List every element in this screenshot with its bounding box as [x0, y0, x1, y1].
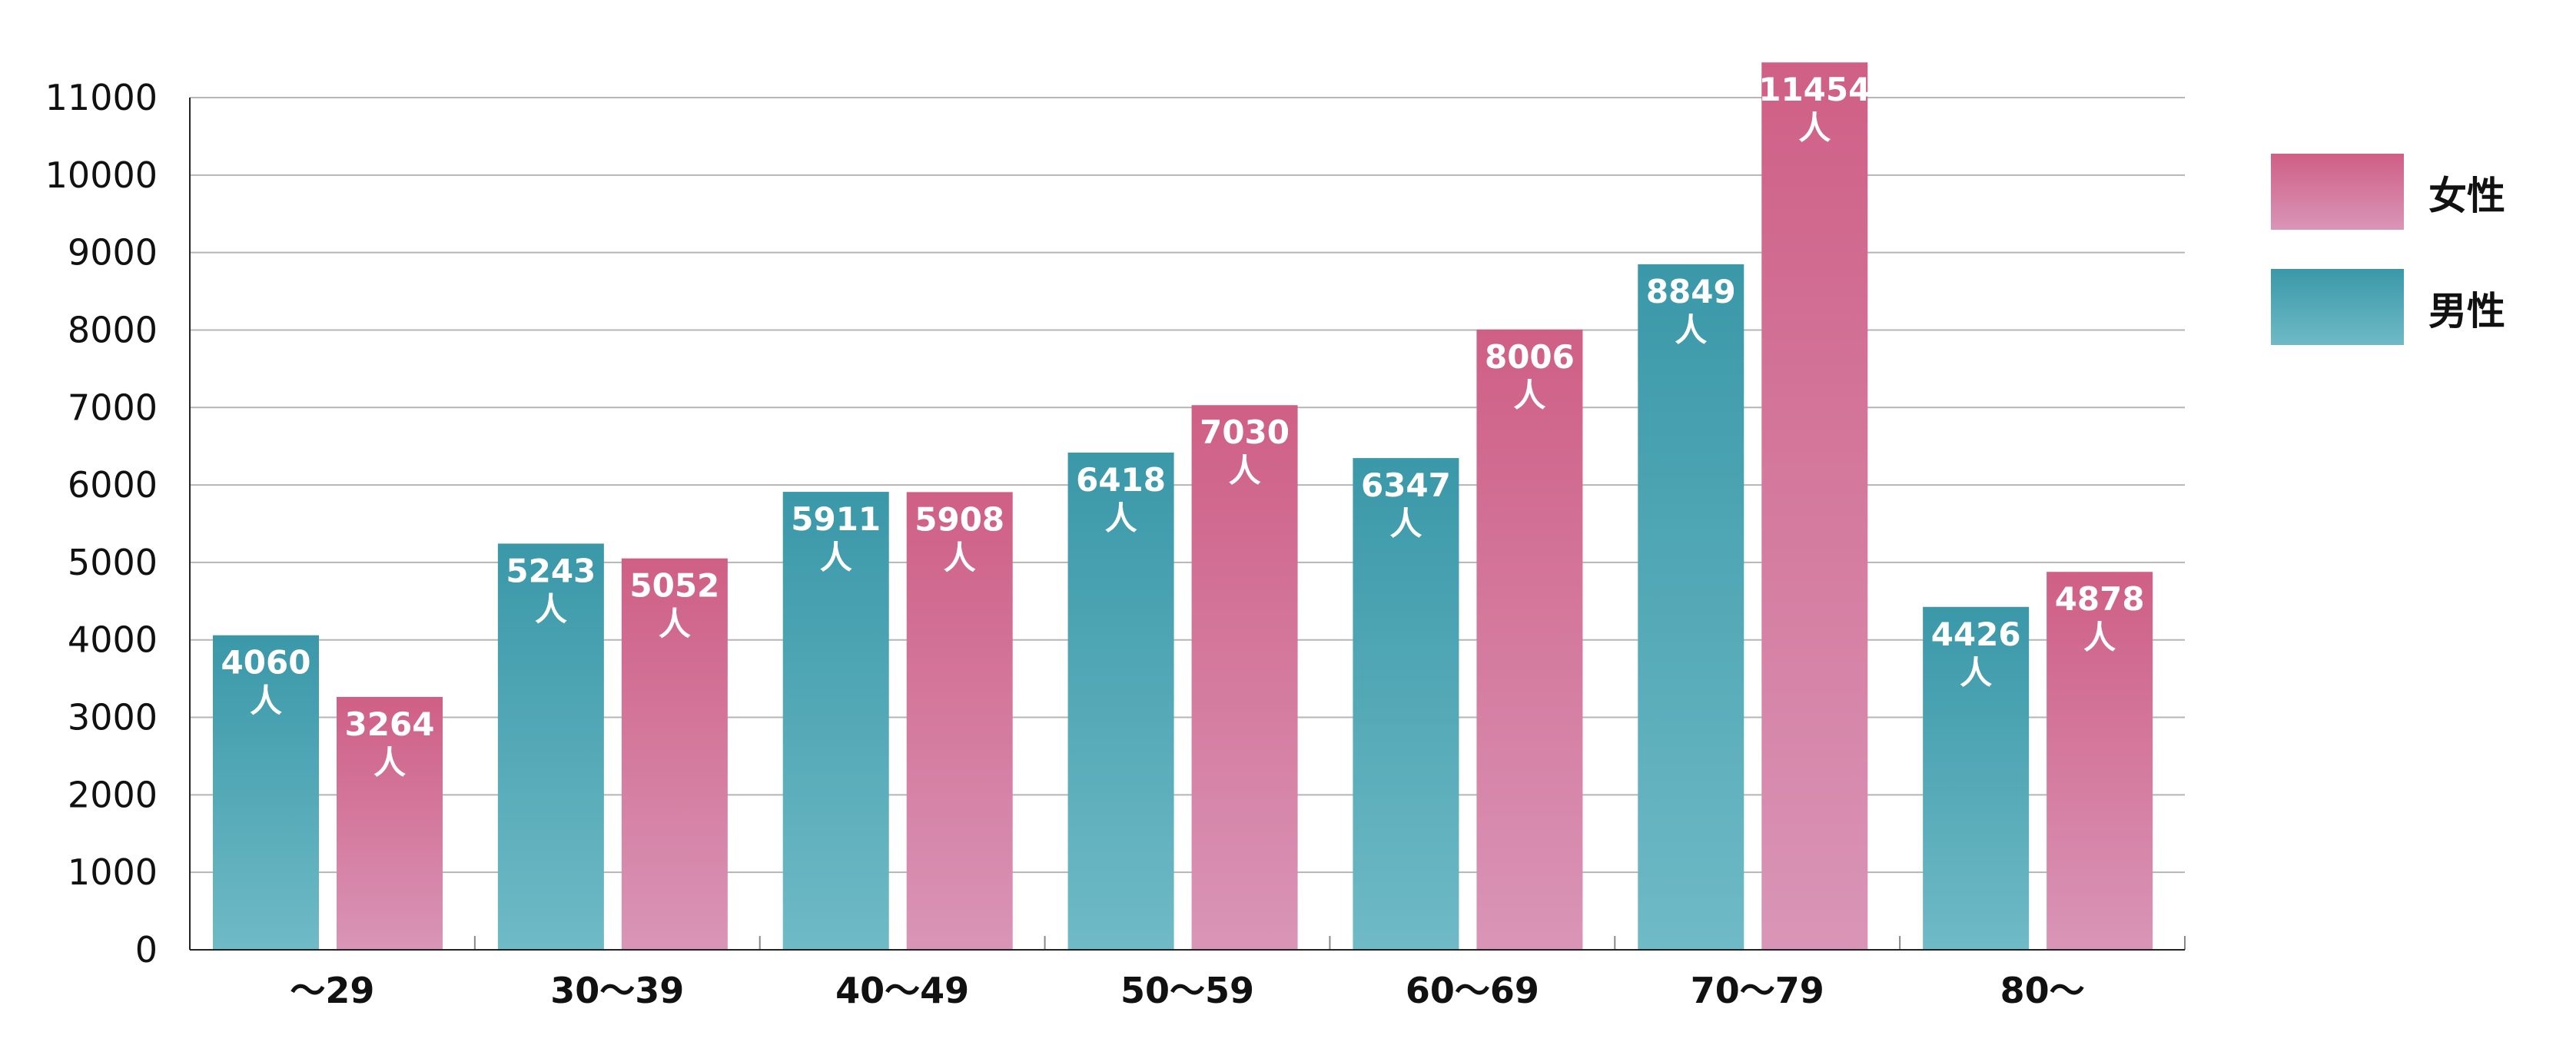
- y-tick-label: 7000: [68, 387, 158, 428]
- x-tick-label: 50～59: [1120, 970, 1254, 1011]
- bar-male: [1923, 606, 2030, 950]
- bar-male: [213, 635, 319, 950]
- y-tick-label: 0: [135, 929, 158, 971]
- bar-female: [1191, 405, 1298, 950]
- bar-female: [621, 558, 728, 950]
- data-label: 6418: [1076, 461, 1166, 499]
- x-tick-label: 40～49: [835, 970, 969, 1011]
- bar-male: [782, 492, 889, 950]
- bar-female: [2047, 572, 2153, 950]
- data-label-unit: 人: [944, 539, 976, 576]
- data-label-unit: 人: [1105, 499, 1137, 537]
- data-label: 7030: [1200, 413, 1290, 451]
- y-tick-label: 9000: [68, 232, 158, 274]
- data-label-unit: 人: [820, 539, 852, 576]
- bar-male: [1067, 452, 1174, 950]
- y-tick-label: 4000: [68, 619, 158, 661]
- x-tick-label: ～29: [290, 970, 374, 1011]
- data-label-unit: 人: [1229, 452, 1261, 489]
- data-label: 3264: [345, 705, 435, 743]
- legend-label-male: 男性: [2428, 289, 2505, 334]
- y-tick-label: 6000: [68, 464, 158, 506]
- data-label: 5243: [506, 552, 596, 589]
- data-label-unit: 人: [373, 744, 406, 782]
- x-axis-ticks: ～29 30～39 40～49 50～59 60～69 70～79 80～: [290, 936, 2186, 1011]
- data-label: 5052: [629, 567, 719, 605]
- x-tick-label: 70～79: [1691, 970, 1824, 1011]
- data-label-unit: 人: [535, 590, 567, 628]
- legend: 女性 男性: [2271, 154, 2505, 345]
- data-label: 11454: [1758, 71, 1871, 108]
- axes: [189, 98, 2185, 951]
- data-label: 4426: [1931, 616, 2021, 653]
- bar-female: [1761, 62, 1868, 951]
- data-label-unit: 人: [250, 682, 282, 720]
- data-label: 8006: [1485, 338, 1575, 376]
- legend-swatch-female: [2271, 154, 2404, 230]
- y-tick-label: 11000: [45, 77, 158, 118]
- y-tick-label: 1000: [68, 851, 158, 893]
- data-label-unit: 人: [1513, 377, 1545, 414]
- bar-female: [1476, 329, 1583, 951]
- data-label: 8849: [1646, 273, 1736, 310]
- x-tick-label: 30～39: [550, 970, 684, 1011]
- bar-male: [1638, 264, 1744, 951]
- y-tick-label: 5000: [68, 542, 158, 583]
- data-label-unit: 人: [2083, 619, 2116, 656]
- y-tick-label: 10000: [45, 154, 158, 196]
- legend-swatch-male: [2271, 269, 2404, 345]
- x-tick-label: 80～: [2000, 970, 2085, 1011]
- y-axis-ticks: 0 1000 2000 3000 4000 5000 6000 7000 8000 9000 100…: [45, 77, 158, 971]
- data-label-unit: 人: [1675, 311, 1707, 349]
- bars: 4060人3264人5243人5052人5911人5908人6418人7030人…: [213, 62, 2153, 951]
- bar-male: [497, 543, 604, 950]
- bar-female: [337, 696, 443, 950]
- data-label: 6347: [1361, 466, 1451, 504]
- bar-male: [1353, 458, 1459, 950]
- data-label-unit: 人: [1389, 505, 1422, 543]
- data-label: 4878: [2055, 580, 2145, 618]
- gridlines: [190, 97, 2185, 874]
- y-tick-label: 2000: [68, 774, 158, 815]
- x-tick-label: 60～69: [1406, 970, 1539, 1011]
- data-label-unit: 人: [659, 606, 691, 643]
- bar-female: [906, 492, 1013, 950]
- legend-label-female: 女性: [2428, 174, 2505, 218]
- data-label: 4060: [221, 644, 311, 682]
- y-tick-label: 3000: [68, 697, 158, 738]
- data-label-unit: 人: [1960, 654, 1992, 692]
- data-label: 5908: [915, 500, 1004, 538]
- data-label: 5911: [791, 500, 881, 538]
- y-tick-label: 8000: [68, 309, 158, 350]
- data-label-unit: 人: [1798, 109, 1831, 147]
